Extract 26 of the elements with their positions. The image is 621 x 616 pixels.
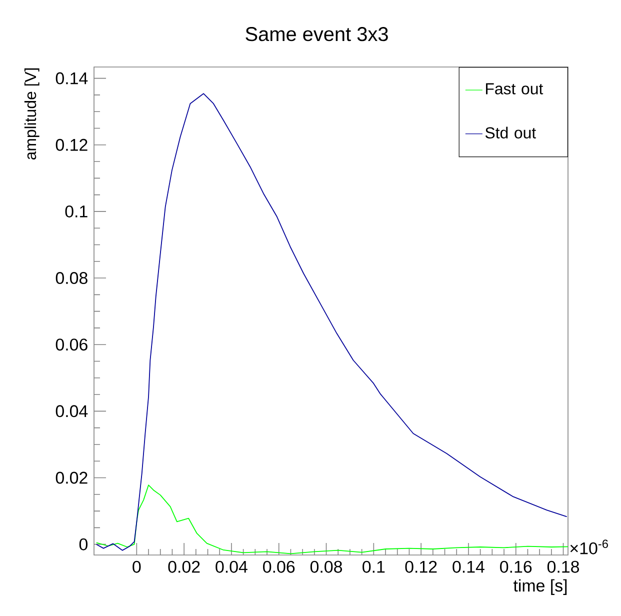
y-tick-label: 0.14 (56, 72, 88, 84)
text: ×10$^{-6}$ (570, 540, 608, 554)
y-tick-label: 0.12 (56, 138, 88, 151)
y-tick-label: 0.08 (56, 272, 88, 284)
y-tick-label: 0.06 (56, 338, 88, 351)
x-tick-label: 0.14 (452, 560, 484, 573)
line-series (96, 484, 568, 554)
legend-label: Fast out (486, 83, 544, 94)
x-tick-label: 0.12 (405, 560, 437, 573)
y-axis-title: amplitude [V] (24, 68, 40, 160)
x-tick-label: 0.04 (216, 560, 248, 573)
x-tick-label: 0.08 (310, 560, 342, 573)
x-tick-label: 0.18 (547, 560, 580, 573)
x-tick-label: 0 (132, 560, 141, 573)
x-tick-label: 0.1 (362, 560, 385, 573)
x-tick-label: 0.06 (263, 560, 295, 573)
y-tick-label: 0.04 (56, 405, 88, 418)
y-tick-label: 0.1 (65, 205, 88, 218)
y-tick-label: 0.02 (56, 472, 88, 484)
y-tick-label: 0 (79, 538, 88, 550)
legend-label: Std out (485, 126, 536, 138)
chart-title: Same event 3x3 (246, 27, 388, 42)
x-tick-label: 0.02 (168, 560, 200, 573)
x-axis-title: time [s] (513, 579, 567, 595)
x-tick-label: 0.16 (500, 560, 532, 573)
line-series (96, 93, 568, 551)
